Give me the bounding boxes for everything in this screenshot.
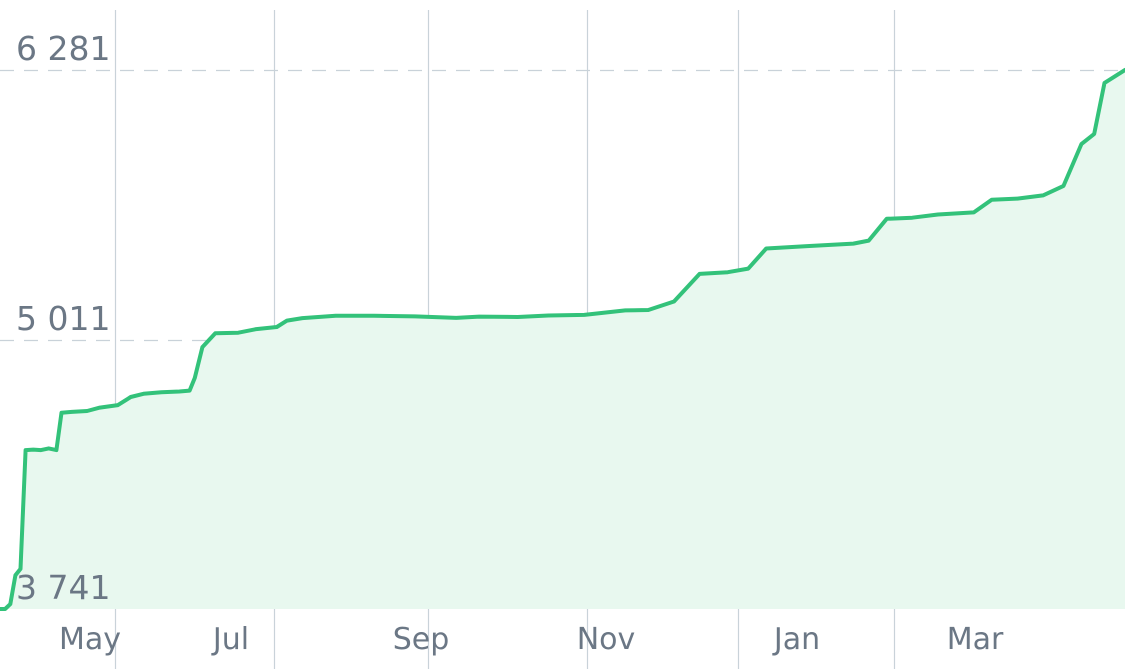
y-tick-label: 6 281	[16, 29, 110, 68]
x-tick-label: May	[59, 622, 121, 657]
x-tick-label: Jul	[211, 622, 249, 657]
area-fill	[0, 70, 1125, 609]
x-tick-label: Sep	[393, 622, 450, 657]
x-tick-label: Jan	[772, 622, 820, 657]
y-tick-label: 5 011	[16, 299, 110, 338]
series-line	[0, 68, 1125, 611]
y-tick-label: 3 741	[16, 568, 110, 607]
x-tick-label: Nov	[577, 622, 636, 657]
y-axis-labels: 6 281 5 011 3 741	[16, 29, 110, 607]
x-axis-labels: May Jul Sep Nov Jan Mar	[59, 622, 1004, 657]
x-tick-label: Mar	[947, 622, 1004, 657]
